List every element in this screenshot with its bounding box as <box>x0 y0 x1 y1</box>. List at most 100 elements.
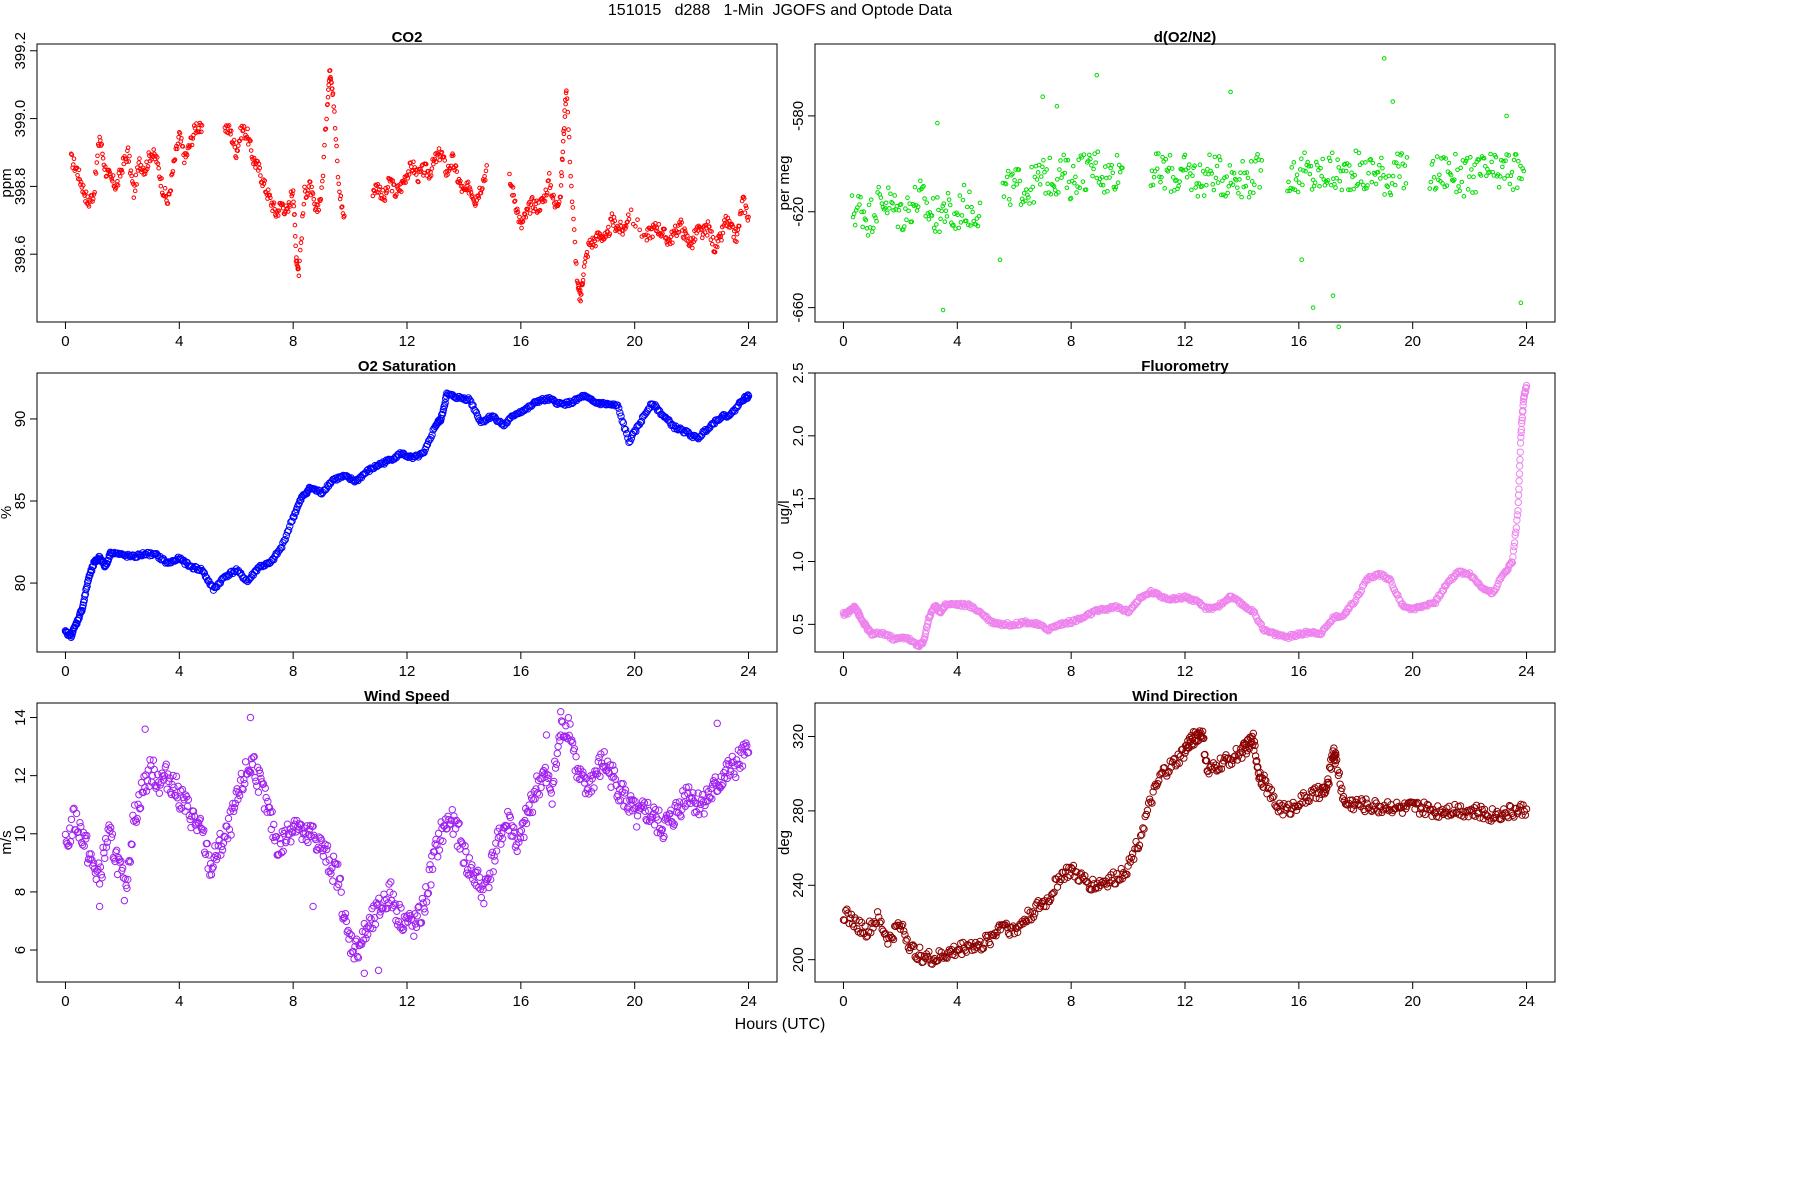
data-point <box>1028 908 1037 916</box>
data-point <box>1204 182 1209 188</box>
data-point <box>1236 190 1241 196</box>
data-point <box>504 807 512 816</box>
data-point <box>1251 190 1256 196</box>
data-point <box>336 181 341 187</box>
data-point <box>1518 419 1526 427</box>
data-point <box>658 825 666 834</box>
data-point <box>253 165 258 170</box>
data-point <box>1003 181 1009 187</box>
data-point <box>339 204 345 209</box>
data-point <box>1446 160 1452 166</box>
x-tick-label: 4 <box>175 333 183 350</box>
data-point <box>483 875 491 884</box>
data-point <box>607 231 613 237</box>
data-point <box>510 185 516 190</box>
data-point <box>395 450 403 459</box>
data-point <box>1515 485 1523 493</box>
data-point <box>1098 182 1104 188</box>
data-point <box>1026 195 1031 200</box>
data-point <box>1064 185 1070 191</box>
data-point <box>957 193 963 198</box>
data-point <box>184 795 193 804</box>
data-point <box>1411 805 1419 813</box>
data-point <box>1333 185 1338 190</box>
data-point <box>674 426 682 434</box>
data-point <box>1242 170 1248 176</box>
data-point <box>467 185 472 190</box>
data-point <box>1517 428 1525 437</box>
data-point <box>352 935 361 943</box>
data-point <box>1091 166 1096 172</box>
data-point <box>93 171 99 176</box>
data-point <box>383 904 392 912</box>
data-point <box>1516 448 1524 456</box>
data-point <box>1520 807 1528 816</box>
data-point <box>228 128 234 134</box>
data-point <box>1002 919 1010 928</box>
data-point <box>905 195 910 201</box>
data-point <box>336 874 345 883</box>
data-point <box>1006 197 1012 202</box>
data-point <box>1140 825 1148 833</box>
data-point <box>512 199 517 204</box>
data-point-outlier <box>1094 72 1100 78</box>
data-point <box>420 905 428 913</box>
data-point <box>1065 157 1071 163</box>
data-point <box>296 273 302 279</box>
data-point <box>644 237 650 243</box>
data-point <box>1014 182 1020 187</box>
data-point <box>436 146 442 151</box>
data-point <box>547 171 552 176</box>
data-point <box>678 217 684 223</box>
data-point <box>576 394 584 402</box>
data-point <box>685 783 693 791</box>
data-point <box>1224 174 1229 179</box>
data-point <box>1233 756 1242 764</box>
data-point <box>1054 177 1060 182</box>
data-point <box>413 172 419 177</box>
data-point <box>384 188 390 194</box>
data-point <box>92 190 97 195</box>
data-point <box>916 943 924 952</box>
data-point <box>1324 180 1330 185</box>
data-point <box>537 207 543 213</box>
data-point <box>1455 167 1460 173</box>
data-point <box>923 623 931 631</box>
data-point <box>198 566 206 575</box>
data-point <box>1164 769 1172 777</box>
x-tick-label: 12 <box>399 663 416 680</box>
data-point <box>334 143 339 149</box>
data-point <box>126 858 135 866</box>
data-point <box>393 907 401 915</box>
data-point <box>588 775 596 783</box>
data-point <box>641 807 649 815</box>
data-point <box>843 905 851 913</box>
data-point <box>609 211 615 216</box>
data-point <box>1059 868 1067 876</box>
data-point <box>120 170 125 175</box>
data-point <box>578 298 583 304</box>
data-point <box>694 789 702 797</box>
data-point <box>561 126 567 131</box>
data-point <box>1355 181 1361 187</box>
data-point <box>648 813 656 821</box>
panel-fluor: Fluorometry ug/l 0 4 8 12 16 20 24 0.5 1.0 1.5 2.0 2.… <box>776 358 1556 680</box>
y-tick-label: 399.0 <box>12 100 29 138</box>
data-point <box>1393 798 1401 807</box>
data-point <box>651 806 660 814</box>
data-point <box>1215 180 1221 185</box>
y-tick-label: 85 <box>12 493 29 510</box>
data-point-outlier <box>1040 94 1045 100</box>
data-point <box>1338 784 1346 793</box>
data-point <box>300 824 309 832</box>
data-point <box>1509 547 1518 555</box>
data-point <box>593 243 598 249</box>
data-point <box>1258 624 1267 633</box>
data-point <box>1360 182 1366 188</box>
data-point <box>475 883 483 892</box>
x-tick-label: 20 <box>1404 993 1421 1010</box>
data-point <box>560 138 566 144</box>
data-point <box>305 188 311 193</box>
data-point <box>593 770 602 778</box>
data-point <box>1386 173 1392 179</box>
